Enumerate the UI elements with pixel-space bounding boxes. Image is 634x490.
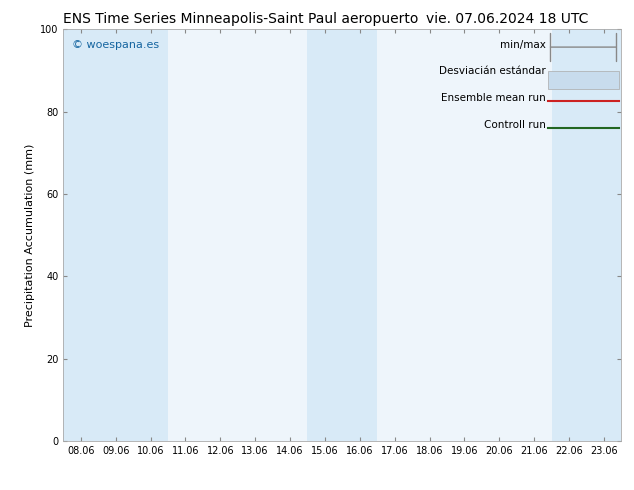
Text: min/max: min/max: [500, 40, 546, 49]
Y-axis label: Precipitation Accumulation (mm): Precipitation Accumulation (mm): [25, 144, 35, 327]
Bar: [552, 29, 621, 441]
Text: Controll run: Controll run: [484, 120, 546, 130]
Bar: [307, 29, 377, 441]
Text: vie. 07.06.2024 18 UTC: vie. 07.06.2024 18 UTC: [426, 12, 588, 26]
Text: © woespana.es: © woespana.es: [72, 40, 159, 49]
Text: Ensemble mean run: Ensemble mean run: [441, 93, 546, 103]
FancyBboxPatch shape: [548, 71, 619, 89]
Text: ENS Time Series Minneapolis-Saint Paul aeropuerto: ENS Time Series Minneapolis-Saint Paul a…: [63, 12, 418, 26]
Bar: [63, 29, 168, 441]
Text: Desviacián estándar: Desviacián estándar: [439, 67, 546, 76]
